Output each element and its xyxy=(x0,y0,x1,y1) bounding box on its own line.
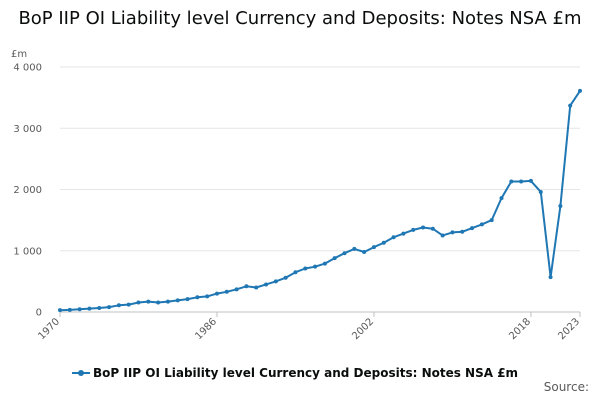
gridlines xyxy=(60,66,580,313)
x-tick-label: 2023 xyxy=(556,316,582,342)
data-point[interactable] xyxy=(411,227,416,232)
x-tick-label: 2018 xyxy=(507,316,533,342)
data-point[interactable] xyxy=(519,179,524,184)
data-point[interactable] xyxy=(421,225,426,230)
data-point[interactable] xyxy=(440,233,445,238)
data-point[interactable] xyxy=(362,249,367,254)
data-point[interactable] xyxy=(450,230,455,235)
legend-label: BoP IIP OI Liability level Currency and … xyxy=(93,366,519,380)
series-line xyxy=(59,90,581,312)
data-point[interactable] xyxy=(528,178,533,183)
data-point[interactable] xyxy=(254,285,259,290)
legend[interactable]: BoP IIP OI Liability level Currency and … xyxy=(72,366,518,380)
data-point[interactable] xyxy=(479,222,484,227)
chart-title: BoP IIP OI Liability level Currency and … xyxy=(18,8,582,29)
series-layer xyxy=(58,88,582,313)
data-point[interactable] xyxy=(244,284,249,289)
data-point[interactable] xyxy=(499,196,504,201)
data-point[interactable] xyxy=(548,275,553,280)
data-point[interactable] xyxy=(558,204,563,209)
data-point[interactable] xyxy=(391,235,396,240)
data-point[interactable] xyxy=(578,88,582,93)
source-label: Source: xyxy=(543,380,589,394)
data-point[interactable] xyxy=(489,218,494,223)
y-tick-label: 3 000 xyxy=(13,124,42,135)
x-tick-label: 1970 xyxy=(36,316,62,342)
data-point[interactable] xyxy=(371,245,376,250)
data-point[interactable] xyxy=(470,226,475,231)
data-point[interactable] xyxy=(332,256,337,261)
data-point[interactable] xyxy=(156,300,161,305)
data-point[interactable] xyxy=(401,231,406,236)
data-point[interactable] xyxy=(136,300,141,305)
data-point[interactable] xyxy=(107,305,112,310)
legend-swatch-icon xyxy=(72,368,90,378)
data-point[interactable] xyxy=(205,294,210,299)
data-point[interactable] xyxy=(303,266,308,271)
data-point[interactable] xyxy=(381,240,386,245)
data-point[interactable] xyxy=(322,261,327,266)
y-tick-label: 2 000 xyxy=(13,185,42,196)
data-point[interactable] xyxy=(273,279,278,284)
data-point[interactable] xyxy=(352,246,357,251)
data-point[interactable] xyxy=(77,307,82,312)
data-point[interactable] xyxy=(234,287,239,292)
data-point[interactable] xyxy=(146,299,151,304)
data-point[interactable] xyxy=(175,298,180,303)
y-tick-label: 4 000 xyxy=(13,63,42,74)
data-point[interactable] xyxy=(58,308,62,313)
x-tick-label: 2002 xyxy=(350,316,376,342)
data-point[interactable] xyxy=(185,297,190,302)
data-point[interactable] xyxy=(67,307,72,312)
data-point[interactable] xyxy=(460,229,465,234)
y-unit-label: £m xyxy=(11,49,27,60)
data-point[interactable] xyxy=(430,226,435,231)
data-point[interactable] xyxy=(509,179,514,184)
data-point[interactable] xyxy=(126,302,131,307)
data-point[interactable] xyxy=(214,291,219,296)
data-point[interactable] xyxy=(87,306,92,311)
data-point[interactable] xyxy=(313,264,318,269)
data-point[interactable] xyxy=(538,189,543,194)
data-point[interactable] xyxy=(293,270,298,275)
data-point[interactable] xyxy=(264,282,269,287)
x-axis: 1970 1986 2002 2018 2023 xyxy=(36,312,582,342)
data-point[interactable] xyxy=(195,295,200,300)
data-point[interactable] xyxy=(568,103,573,108)
data-point[interactable] xyxy=(116,303,121,308)
y-tick-label: 1 000 xyxy=(13,246,42,257)
y-tick-label: 0 xyxy=(36,308,42,319)
x-tick-label: 1986 xyxy=(193,316,219,342)
data-point[interactable] xyxy=(283,275,288,280)
data-point[interactable] xyxy=(224,289,229,294)
data-point[interactable] xyxy=(342,251,347,256)
y-axis-ticks: 0 1 000 2 000 3 000 4 000 xyxy=(13,63,42,319)
data-point[interactable] xyxy=(165,299,170,304)
data-point[interactable] xyxy=(97,306,102,311)
